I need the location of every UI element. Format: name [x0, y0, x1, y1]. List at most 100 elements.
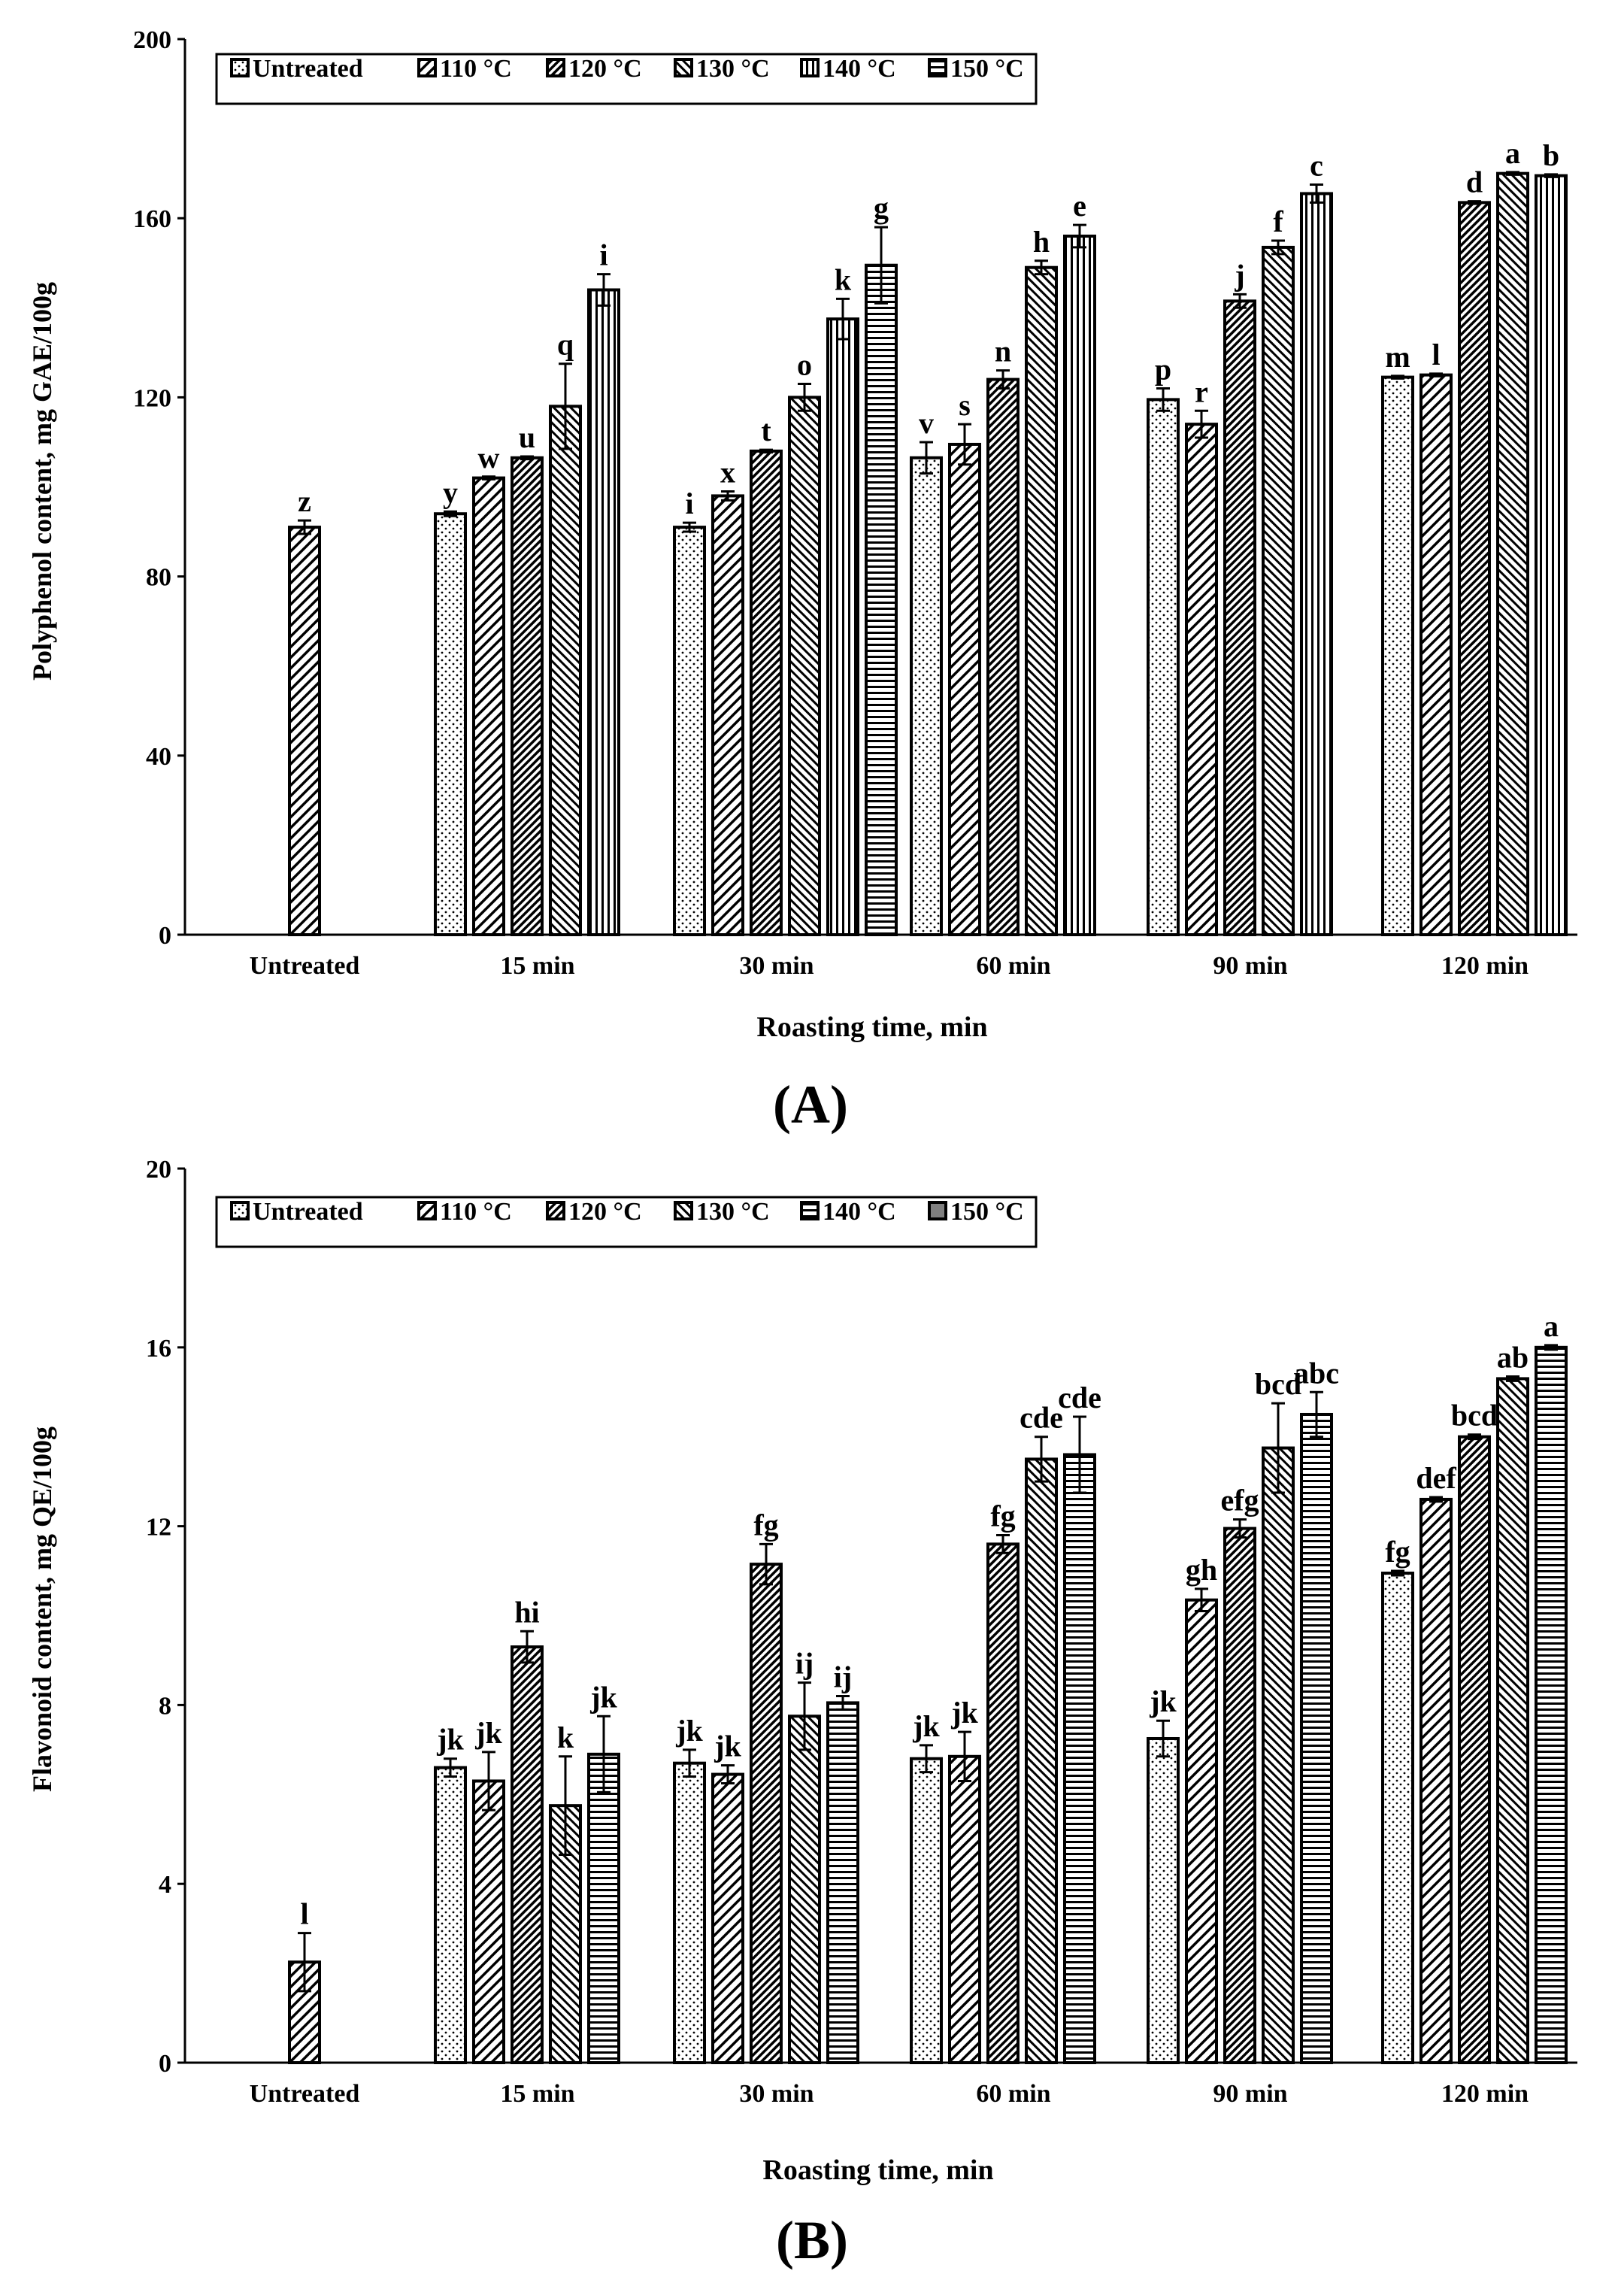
- significance-letter-flavonoid-130-c-90-min: bcd: [1255, 1367, 1301, 1401]
- error-bar-flavonoid-130-c-90-min: [1271, 1402, 1285, 1494]
- error-bar-polyphenol-120-c-30-min: [759, 448, 773, 454]
- significance-letter-polyphenol-110-c-90-min: r: [1195, 374, 1208, 408]
- bar-flavonoid-120-c-15-min: [511, 1645, 544, 2064]
- bar-flavonoid-140-c-60-min: [1063, 1453, 1096, 2064]
- x-axis-title-flavonoid: Roasting time, min: [762, 2154, 993, 2186]
- error-bar-polyphenol-140-c-60-min: [1073, 223, 1086, 249]
- significance-letter-flavonoid-120-c-30-min: fg: [753, 1508, 778, 1542]
- error-bar-flavonoid-110-c-15-min: [482, 1751, 495, 1812]
- error-bar-flavonoid-130-c-30-min: [798, 1681, 811, 1751]
- bar-polyphenol-140-c-90-min: [1300, 192, 1333, 936]
- significance-letter-flavonoid-140-c-90-min: abc: [1294, 1356, 1339, 1390]
- bar-polyphenol-120-c-30-min: [750, 449, 783, 936]
- error-bar-polyphenol-untreated-60-min: [920, 441, 933, 475]
- error-bar-flavonoid-130-c-60-min: [1035, 1436, 1048, 1483]
- significance-letter-flavonoid-110-c-15-min: jk: [474, 1716, 502, 1750]
- legend-label-polyphenol-110-c: 110 °C: [440, 55, 512, 83]
- error-bar-polyphenol-120-c-120-min: [1468, 200, 1481, 205]
- y-tick-label-flavonoid-12: 12: [146, 1514, 171, 1542]
- x-tick-label-polyphenol-30-min: 30 min: [739, 952, 814, 980]
- error-bar-polyphenol-120-c-15-min: [520, 455, 534, 461]
- panel-a: 0 40 80 120 160 200 Untreated 15 min 30 min 60 mi…: [27, 26, 1577, 1135]
- legend-label-flavonoid-110-c: 110 °C: [440, 1198, 512, 1226]
- bar-flavonoid-untreated-30-min: [673, 1761, 706, 2065]
- bar-polyphenol-110-c-30-min: [711, 494, 744, 936]
- significance-letter-polyphenol-untreated-30-min: i: [685, 487, 693, 520]
- significance-letter-flavonoid-130-c-60-min: cde: [1020, 1401, 1063, 1435]
- bar-flavonoid-untreated-15-min: [434, 1766, 467, 2064]
- significance-letter-flavonoid-110-c-untreated: l: [300, 1897, 308, 1931]
- significance-letter-polyphenol-150-c-30-min: g: [874, 191, 889, 225]
- panel-b: 0 4 8 12 16 20 Untreated 15 min 30 min 60 min 90 m…: [27, 1156, 1577, 2270]
- significance-letter-flavonoid-130-c-30-min: ij: [795, 1647, 814, 1681]
- bar-flavonoid-120-c-30-min: [750, 1563, 783, 2065]
- significance-letter-polyphenol-140-c-120-min: b: [1543, 138, 1559, 172]
- legend-label-flavonoid-untreated: Untreated: [253, 1198, 363, 1226]
- significance-letter-flavonoid-110-c-120-min: def: [1416, 1461, 1456, 1495]
- bar-polyphenol-untreated-60-min: [910, 456, 943, 936]
- significance-letter-flavonoid-untreated-15-min: jk: [436, 1723, 464, 1757]
- legend-swatch-polyphenol-110-c: [417, 58, 437, 77]
- bar-polyphenol-150-c-30-min: [865, 263, 898, 937]
- error-bar-polyphenol-untreated-120-min: [1391, 374, 1404, 380]
- legend-label-polyphenol-150-c: 150 °C: [950, 55, 1024, 83]
- bar-flavonoid-110-c-90-min: [1185, 1598, 1218, 2064]
- bar-polyphenol-110-c-60-min: [948, 442, 981, 936]
- legend-label-polyphenol-120-c: 120 °C: [568, 55, 642, 83]
- bar-flavonoid-110-c-15-min: [472, 1779, 505, 2065]
- y-axis-title-flavonoid: Flavonoid content, mg QE/100g: [27, 1426, 57, 1792]
- significance-letter-flavonoid-140-c-15-min: jk: [589, 1680, 617, 1714]
- chart-flavonoid: 0 4 8 12 16 20 Untreated 15 min 30 min 60 min 90 m…: [146, 1156, 1577, 2108]
- error-bar-polyphenol-110-c-120-min: [1429, 372, 1443, 377]
- bar-polyphenol-untreated-15-min: [434, 512, 467, 936]
- bar-flavonoid-130-c-90-min: [1262, 1446, 1295, 2064]
- error-bar-flavonoid-120-c-15-min: [520, 1630, 534, 1664]
- error-bar-polyphenol-130-c-60-min: [1035, 259, 1048, 276]
- bar-polyphenol-120-c-15-min: [511, 456, 544, 936]
- x-tick-label-polyphenol-90-min: 90 min: [1213, 952, 1287, 980]
- error-bar-flavonoid-untreated-90-min: [1156, 1719, 1170, 1758]
- error-bar-flavonoid-untreated-120-min: [1391, 1569, 1404, 1577]
- error-bar-flavonoid-140-c-120-min: [1544, 1344, 1558, 1351]
- significance-letter-polyphenol-130-c-60-min: h: [1033, 225, 1050, 259]
- legend-swatch-polyphenol-150-c: [928, 58, 947, 77]
- panel-label-a: (A): [773, 1075, 848, 1135]
- bar-polyphenol-110-c-90-min: [1185, 423, 1218, 936]
- error-bar-polyphenol-140-c-30-min: [836, 297, 850, 341]
- bar-polyphenol-140-c-60-min: [1063, 235, 1096, 936]
- error-bar-polyphenol-110-c-15-min: [482, 475, 495, 481]
- y-tick-label-flavonoid-0: 0: [159, 2050, 171, 2078]
- error-bar-polyphenol-110-c-60-min: [958, 423, 971, 466]
- significance-letter-flavonoid-untreated-30-min: jk: [675, 1714, 703, 1748]
- significance-letter-polyphenol-120-c-60-min: n: [995, 335, 1011, 368]
- bar-polyphenol-untreated-120-min: [1381, 375, 1414, 937]
- x-tick-label-flavonoid-15-min: 15 min: [500, 2080, 574, 2108]
- bar-polyphenol-120-c-120-min: [1458, 201, 1491, 937]
- significance-letter-flavonoid-110-c-30-min: jk: [714, 1730, 741, 1763]
- error-bar-polyphenol-150-c-30-min: [874, 226, 888, 305]
- legend-swatch-flavonoid-120-c: [546, 1201, 565, 1220]
- y-tick-label-polyphenol-200: 200: [133, 26, 171, 54]
- significance-letter-flavonoid-120-c-15-min: hi: [514, 1595, 539, 1629]
- y-tick-label-flavonoid-16: 16: [146, 1335, 171, 1363]
- significance-letter-polyphenol-110-c-15-min: w: [478, 441, 500, 474]
- legend-swatch-flavonoid-110-c: [417, 1201, 437, 1220]
- error-bar-polyphenol-110-c-30-min: [721, 490, 735, 502]
- legend-label-flavonoid-120-c: 120 °C: [568, 1198, 642, 1226]
- error-bar-flavonoid-120-c-30-min: [759, 1542, 773, 1586]
- bar-flavonoid-110-c-30-min: [711, 1772, 744, 2065]
- error-bar-flavonoid-140-c-15-min: [597, 1715, 611, 1793]
- error-bar-flavonoid-120-c-90-min: [1233, 1518, 1247, 1539]
- significance-letter-polyphenol-140-c-60-min: e: [1073, 189, 1086, 223]
- legend-swatch-polyphenol-140-c: [800, 58, 820, 77]
- error-bar-flavonoid-140-c-30-min: [836, 1695, 850, 1711]
- bar-flavonoid-120-c-90-min: [1223, 1527, 1256, 2064]
- significance-letter-polyphenol-120-c-120-min: d: [1466, 165, 1483, 199]
- bar-flavonoid-140-c-120-min: [1535, 1345, 1568, 2065]
- bar-polyphenol-110-c-120-min: [1419, 373, 1453, 936]
- significance-letter-polyphenol-untreated-60-min: v: [919, 406, 934, 440]
- error-bar-flavonoid-110-c-30-min: [721, 1764, 735, 1784]
- x-tick-label-polyphenol-60-min: 60 min: [976, 952, 1050, 980]
- significance-letter-flavonoid-130-c-120-min: ab: [1497, 1340, 1529, 1374]
- significance-letter-flavonoid-140-c-120-min: a: [1544, 1309, 1559, 1343]
